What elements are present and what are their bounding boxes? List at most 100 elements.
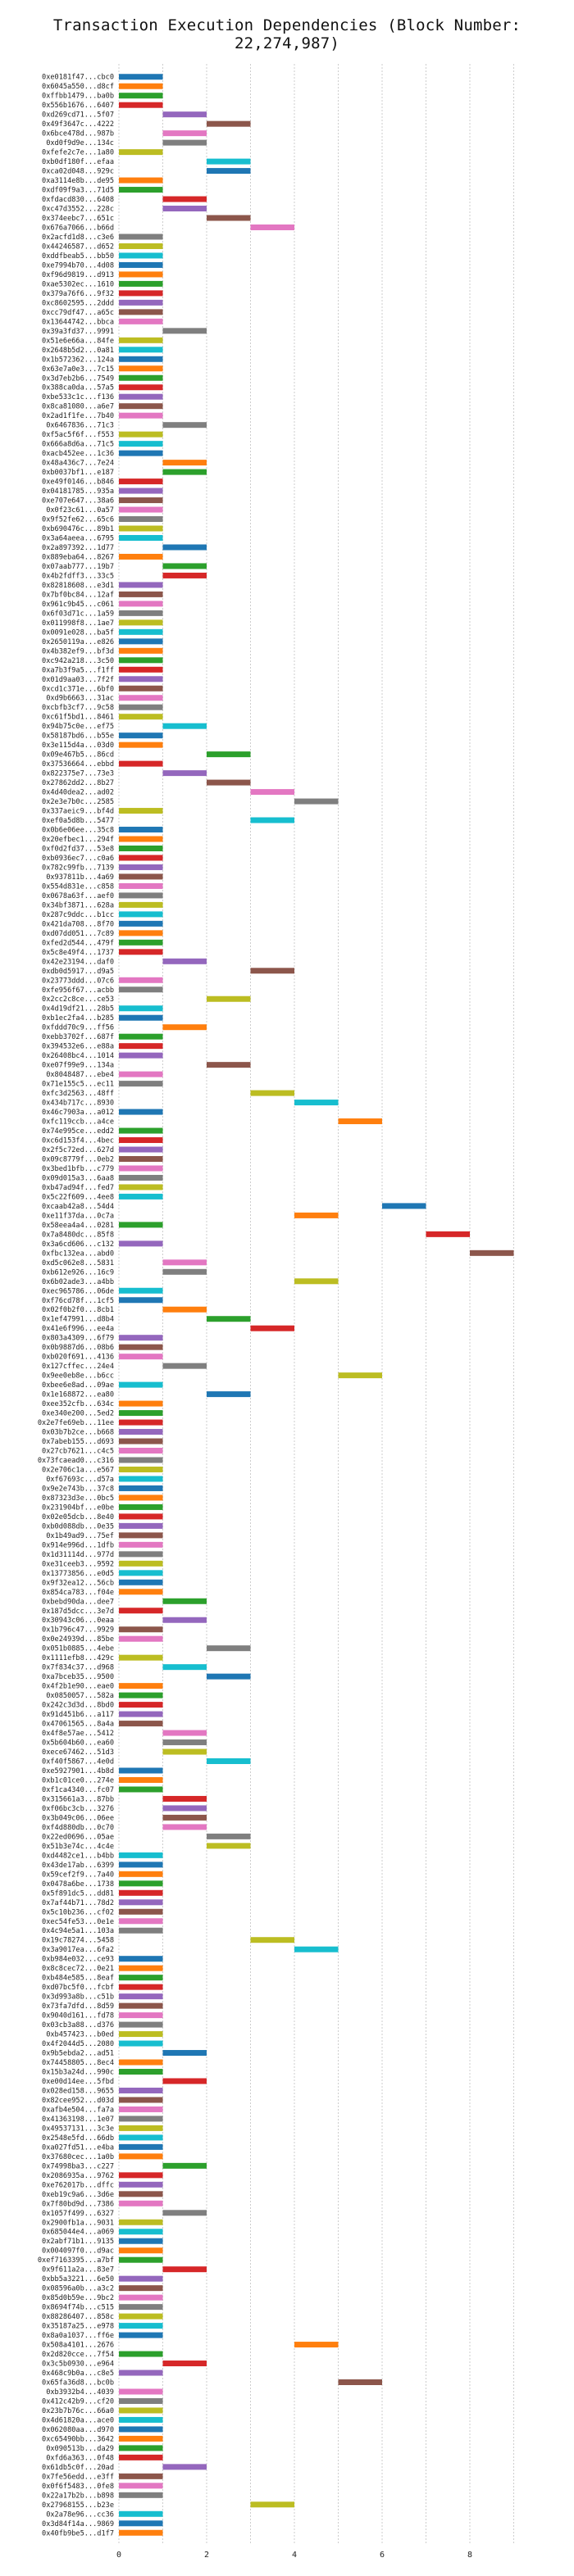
tx-label: 0xb984e032...ce93 <box>42 1956 114 1964</box>
tx-bar <box>162 1730 207 1736</box>
tx-bar <box>162 111 207 118</box>
tx-label: 0x2648b5d2...0a81 <box>42 347 114 355</box>
tx-label: 0x85d0b59e...9bc2 <box>42 2294 114 2302</box>
tx-label: 0x40fb9be5...d1f7 <box>42 2529 114 2537</box>
tx-label: 0x854ca783...f04e <box>42 1589 114 1597</box>
tx-bar <box>119 892 163 899</box>
tx-label: 0x2d820cce...7f54 <box>42 2351 114 2359</box>
tx-bar <box>119 2483 163 2489</box>
tx-label: 0x04181785...935a <box>42 488 114 496</box>
tx-label: 0x22ed0696...05ae <box>42 1833 114 1841</box>
tx-label: 0x22a17b2b...b898 <box>42 2492 114 2500</box>
tx-label: 0x0850057...582a <box>46 1692 114 1700</box>
tx-label: 0xbebd90da...dee7 <box>42 1598 114 1606</box>
tx-bar <box>119 280 163 287</box>
tx-label: 0xef7163395...a7bf <box>38 2256 114 2265</box>
tx-label: 0x9f32ea12...56cb <box>42 1579 114 1587</box>
tx-bar <box>119 1579 163 1585</box>
tx-bar <box>119 534 163 541</box>
tx-bar <box>162 1814 207 1821</box>
tx-bar <box>207 215 251 221</box>
tx-bar <box>119 714 163 720</box>
tx-bar <box>162 1259 207 1266</box>
tx-label: 0x82cee952...d03d <box>42 2097 114 2105</box>
tx-label: 0x94b75c0e...ef75 <box>42 723 114 731</box>
tx-bar <box>119 2285 163 2292</box>
tx-bar <box>119 234 163 240</box>
tx-bar <box>250 224 294 230</box>
tx-bar <box>162 1748 207 1755</box>
tx-label: 0x379a76f6...9f32 <box>42 290 114 298</box>
tx-bar <box>207 1316 251 1322</box>
tx-bar <box>119 2143 163 2150</box>
tx-label: 0x4b382ef9...bf3d <box>42 647 114 655</box>
tx-bar <box>119 2153 163 2160</box>
tx-bar <box>119 1541 163 1548</box>
tx-bar <box>119 695 163 701</box>
tx-bar <box>119 1155 163 1162</box>
tx-label: 0x4d19df21...28b5 <box>42 1005 114 1014</box>
tx-bar <box>119 1589 163 1595</box>
tx-bar <box>119 582 163 588</box>
tx-bar <box>119 873 163 880</box>
tx-label: 0xcc79df47...a65c <box>42 309 114 317</box>
tx-label: 0x028ed158...9655 <box>42 2087 114 2095</box>
tx-label: 0x8a0a1037...ff6e <box>42 2332 114 2340</box>
tx-bar <box>119 290 163 297</box>
tx-bar <box>119 2275 163 2282</box>
tx-label: 0xcaab42a8...54d4 <box>42 1203 114 1211</box>
tx-label: 0x09e467b5...86cd <box>42 751 114 760</box>
tx-label: 0x13644742...bbca <box>42 318 114 326</box>
tx-bar <box>119 930 163 937</box>
tx-label: 0x004097f0...d9ac <box>42 2247 114 2256</box>
tx-bar <box>162 1739 207 1746</box>
tx-label: 0x30943c06...0eaa <box>42 1617 114 1625</box>
tx-bar <box>119 2435 163 2442</box>
tx-bar <box>119 836 163 842</box>
tx-label: 0xd07dd051...7c89 <box>42 930 114 938</box>
tx-bar <box>162 2361 207 2367</box>
tx-label: 0x9ee0eb8e...b6cc <box>42 1372 114 1381</box>
tx-bar <box>207 1673 251 1680</box>
tx-label: 0x71e155c5...ec11 <box>42 1081 114 1089</box>
tx-bar <box>119 2407 163 2414</box>
tx-label: 0x1ef47991...d8b4 <box>42 1316 114 1324</box>
tx-label: 0x2abf71b1...9135 <box>42 2238 114 2246</box>
tx-label: 0x1d31114d...977d <box>42 1551 114 1559</box>
tx-label: 0x5c8e49f4...1737 <box>42 949 114 957</box>
tx-bar <box>119 1993 163 2000</box>
tx-bar <box>207 1758 251 1765</box>
tx-label: 0xe762017b...dffc <box>42 2181 114 2189</box>
tx-label: 0x3bed1bfb...c779 <box>42 1165 114 1173</box>
tx-bar <box>119 2106 163 2112</box>
tx-bar <box>119 1174 163 1181</box>
tx-bar <box>162 563 207 569</box>
tx-bar <box>119 2059 163 2066</box>
tx-bar <box>119 1240 163 1247</box>
tx-label: 0x46c7903a...a012 <box>42 1109 114 1117</box>
tx-label: 0xece67462...51d3 <box>42 1748 114 1757</box>
tx-bar <box>207 158 251 165</box>
tx-label: 0xe07f99e9...134a <box>42 1062 114 1070</box>
tx-label: 0x468c9b0a...c8e5 <box>42 2370 114 2378</box>
tx-label: 0x0678a63f...aef0 <box>42 892 114 900</box>
tx-bar <box>119 1081 163 1087</box>
tx-label: 0x3a64aeea...6795 <box>42 534 114 542</box>
tx-bar <box>119 2304 163 2311</box>
tx-label: 0xf06bc3cb...3276 <box>42 1805 114 1813</box>
tx-bar <box>119 666 163 673</box>
tx-label: 0x374eebc7...651c <box>42 215 114 223</box>
tx-label: 0x6f03d71c...1a59 <box>42 610 114 618</box>
tx-label: 0x19c78274...5458 <box>42 1937 114 1945</box>
tx-bar <box>119 309 163 315</box>
tx-label: 0x23b7b76c...66a0 <box>42 2407 114 2415</box>
tx-bar <box>119 1335 163 1341</box>
tx-label: 0x2e706c1a...e567 <box>42 1466 114 1474</box>
tx-bar <box>119 252 163 259</box>
tx-bar <box>119 760 163 767</box>
tx-bar <box>119 2031 163 2038</box>
tx-label: 0x2a897392...1d77 <box>42 544 114 552</box>
tx-bar <box>119 74 163 80</box>
tx-bar <box>119 591 163 597</box>
tx-label: 0xeb19c9a6...3d6e <box>42 2191 114 2199</box>
